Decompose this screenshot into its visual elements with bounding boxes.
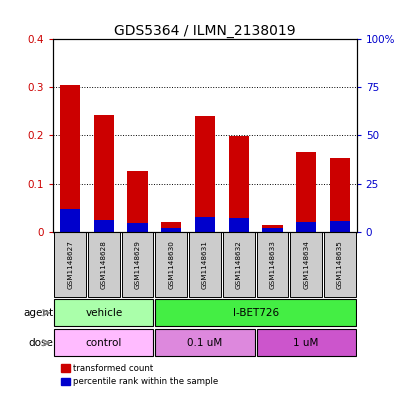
Bar: [121, 232, 153, 297]
Bar: [54, 299, 153, 326]
Bar: [54, 232, 86, 297]
Bar: [323, 232, 355, 297]
Text: GSM1148633: GSM1148633: [269, 240, 275, 289]
Text: GSM1148628: GSM1148628: [101, 240, 107, 289]
Bar: [161, 228, 181, 231]
Legend: transformed count, percentile rank within the sample: transformed count, percentile rank withi…: [58, 360, 221, 390]
Bar: [127, 171, 147, 231]
Bar: [60, 85, 80, 231]
Title: GDS5364 / ILMN_2138019: GDS5364 / ILMN_2138019: [114, 24, 295, 38]
Bar: [155, 299, 355, 326]
Bar: [54, 329, 153, 356]
Text: I-BET726: I-BET726: [232, 308, 278, 318]
Text: 1 uM: 1 uM: [293, 338, 318, 348]
Bar: [329, 221, 349, 231]
Bar: [262, 225, 282, 231]
Bar: [194, 217, 215, 231]
Bar: [155, 232, 187, 297]
Text: GSM1148635: GSM1148635: [336, 240, 342, 289]
Bar: [295, 152, 315, 231]
Text: GSM1148634: GSM1148634: [302, 240, 308, 289]
Bar: [155, 329, 254, 356]
Bar: [127, 223, 147, 231]
Text: GSM1148629: GSM1148629: [134, 240, 140, 289]
Text: GSM1148631: GSM1148631: [202, 240, 207, 289]
Bar: [256, 232, 288, 297]
Bar: [262, 228, 282, 231]
Text: dose: dose: [28, 338, 53, 348]
Text: GSM1148627: GSM1148627: [67, 240, 73, 289]
Bar: [94, 220, 114, 231]
Text: agent: agent: [23, 308, 53, 318]
Bar: [290, 232, 321, 297]
Bar: [189, 232, 220, 297]
Text: 0.1 uM: 0.1 uM: [187, 338, 222, 348]
Text: vehicle: vehicle: [85, 308, 122, 318]
Bar: [88, 232, 119, 297]
Text: control: control: [85, 338, 122, 348]
Bar: [222, 232, 254, 297]
Bar: [228, 136, 248, 231]
Text: GSM1148632: GSM1148632: [235, 240, 241, 289]
Bar: [94, 115, 114, 231]
Bar: [60, 209, 80, 231]
Bar: [295, 222, 315, 231]
Bar: [194, 116, 215, 231]
Bar: [329, 158, 349, 231]
Bar: [228, 218, 248, 231]
Bar: [161, 222, 181, 231]
Text: GSM1148630: GSM1148630: [168, 240, 174, 289]
Bar: [256, 329, 355, 356]
